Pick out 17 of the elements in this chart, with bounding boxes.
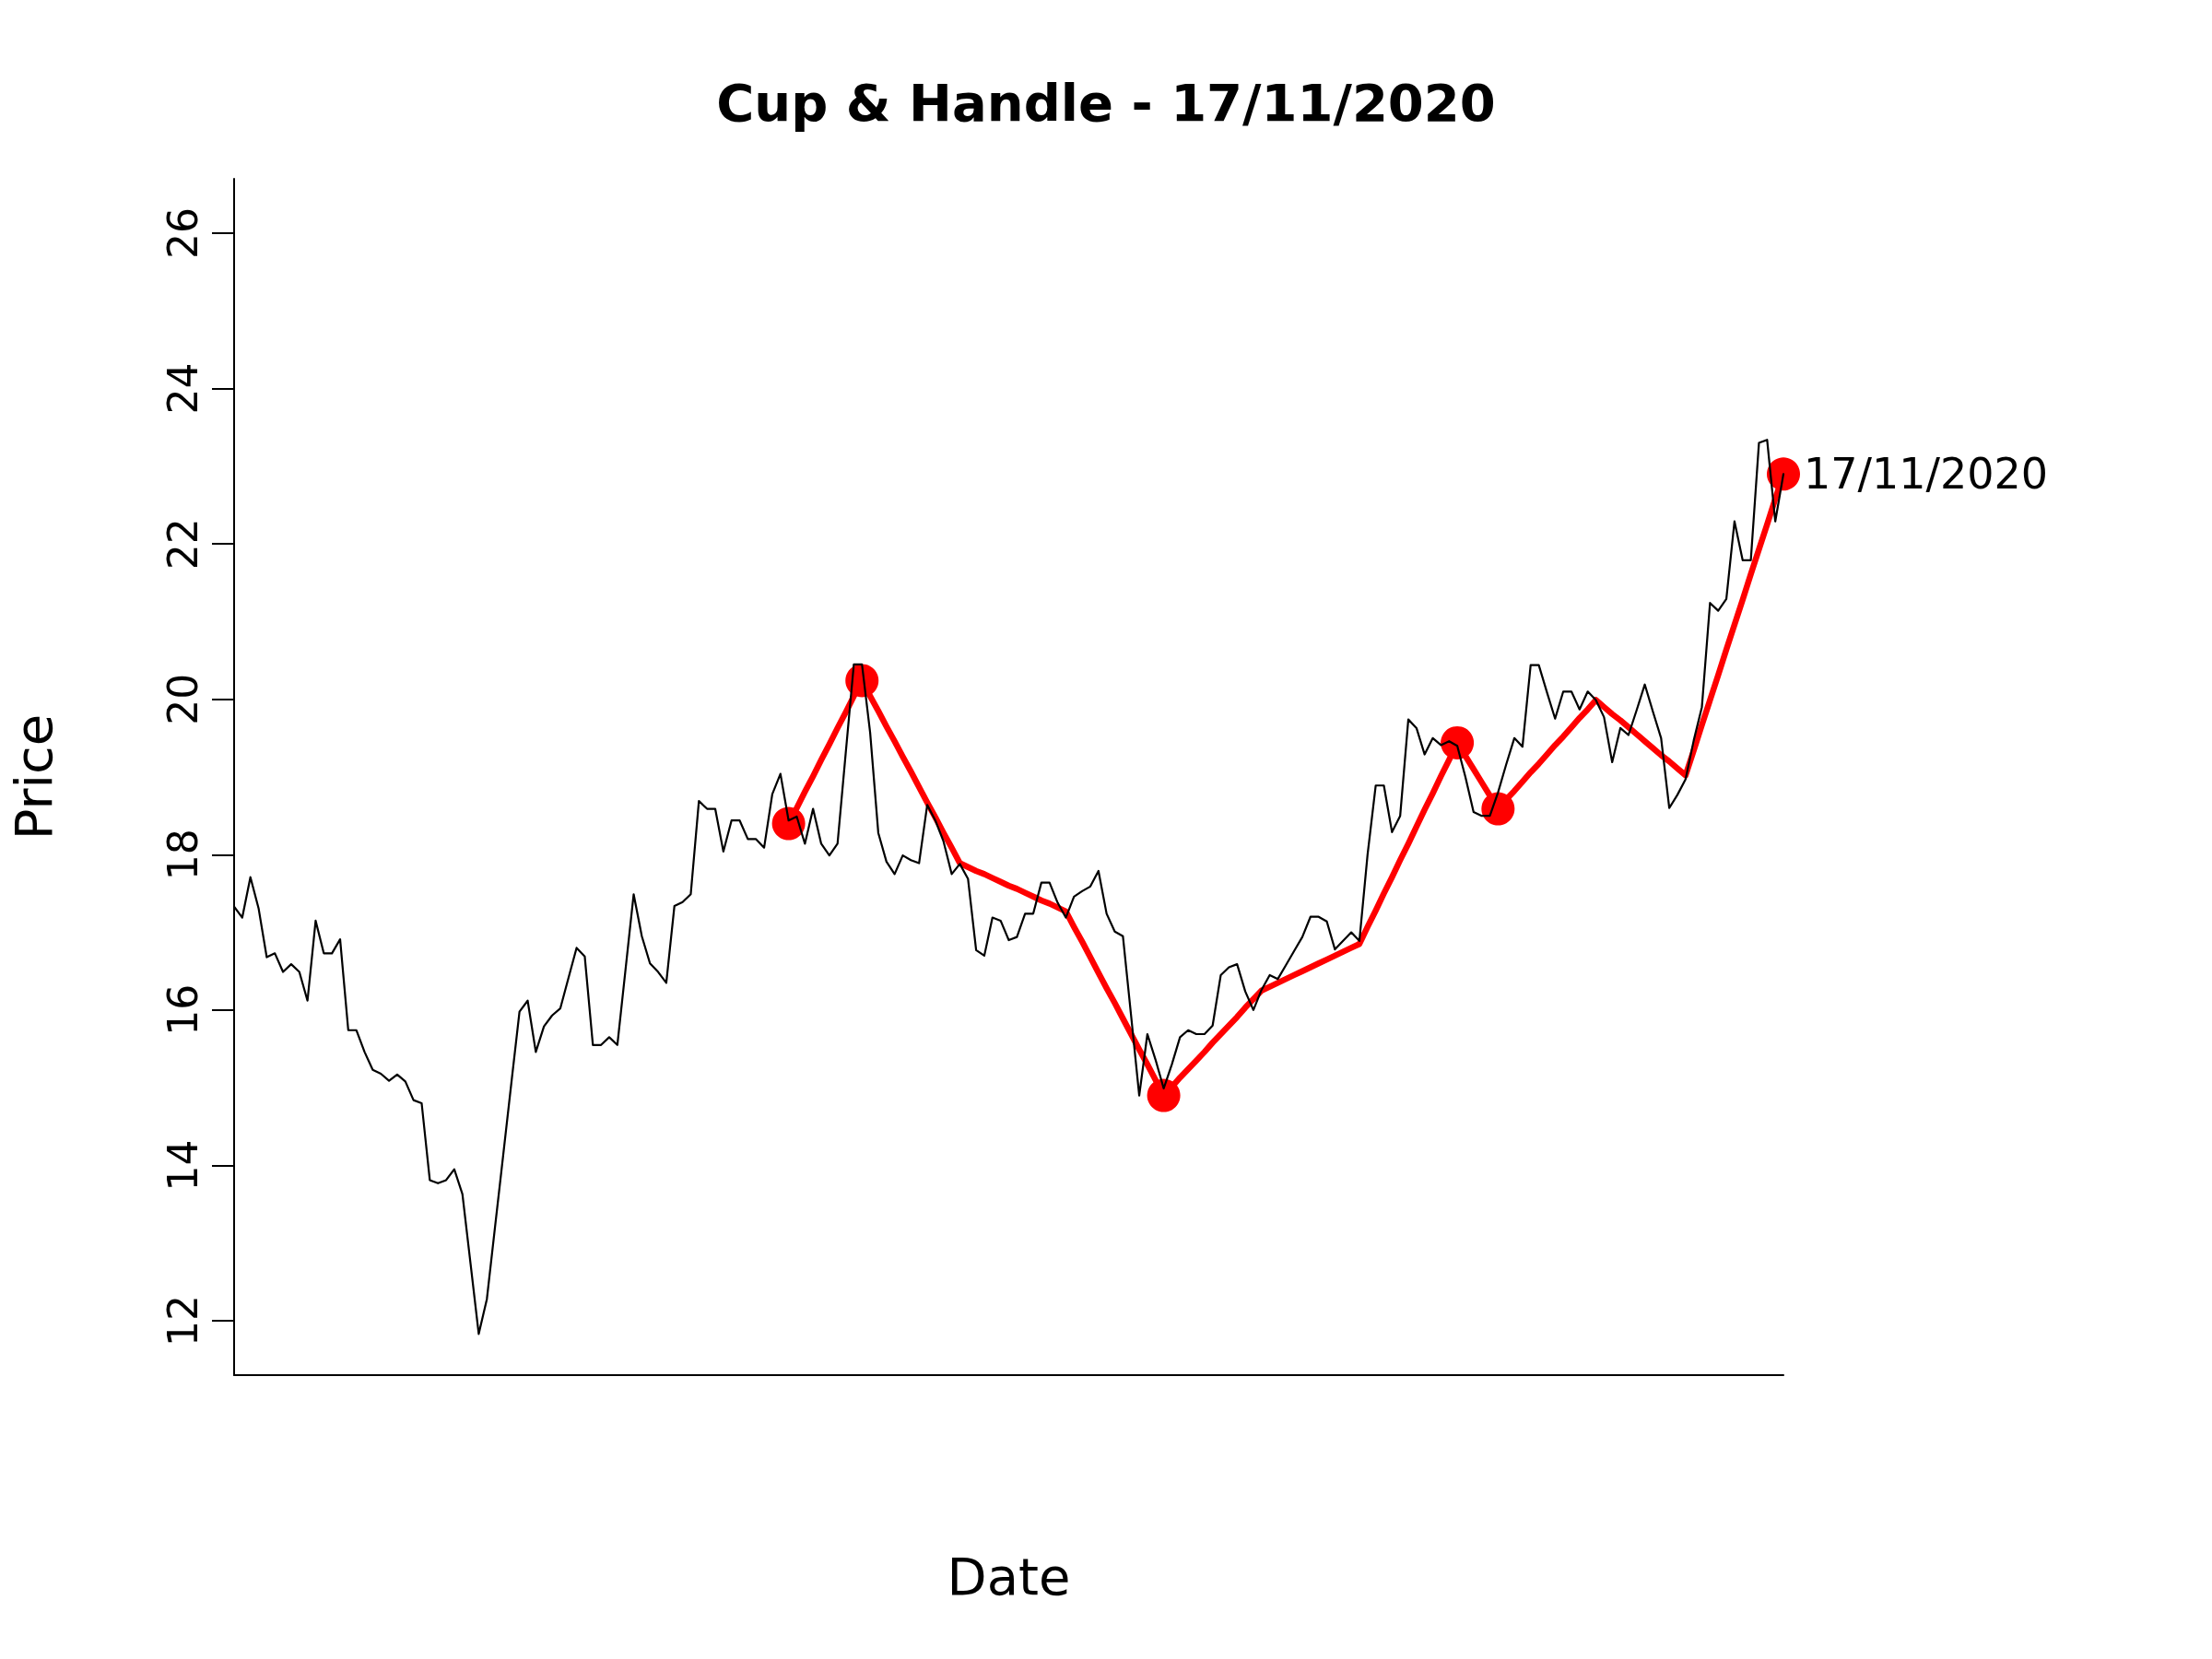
- y-tick-label: 18: [159, 829, 206, 881]
- point: [1481, 792, 1515, 826]
- chart-title: Cup & Handle - 17/11/2020: [716, 72, 1496, 133]
- point: [1441, 725, 1475, 759]
- y-tick-label: 12: [159, 1295, 206, 1347]
- point: [1767, 457, 1800, 491]
- x-axis-title: Date: [947, 1546, 1071, 1606]
- y-axis-title: Price: [3, 713, 64, 841]
- point: [1147, 1078, 1181, 1112]
- y-tick-label: 20: [159, 673, 206, 725]
- y-tick-label: 14: [159, 1139, 206, 1192]
- y-tick-label: 16: [159, 983, 206, 1036]
- y-tick-label: 24: [159, 362, 206, 415]
- y-tick-label: 26: [159, 207, 206, 259]
- point: [771, 806, 806, 841]
- text: 17/11/2020: [1804, 449, 2049, 500]
- y-tick-label: 22: [159, 518, 206, 571]
